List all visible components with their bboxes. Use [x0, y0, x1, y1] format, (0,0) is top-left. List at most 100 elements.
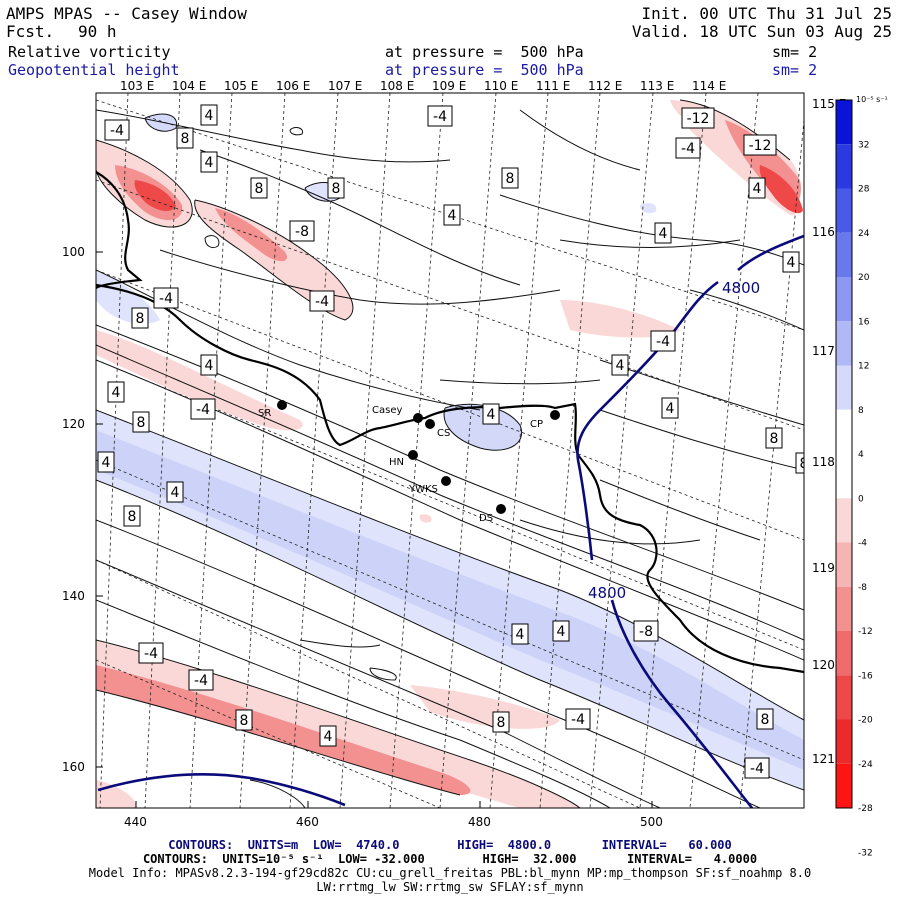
vorticity-label: 4: [97, 451, 115, 473]
colorbar-segment: [836, 631, 852, 676]
svg-text:4: 4: [516, 627, 525, 643]
svg-text:8: 8: [128, 509, 137, 525]
svg-text:-8: -8: [295, 224, 309, 240]
vorticity-label: -4: [427, 105, 453, 127]
station-cp: CP: [530, 410, 560, 430]
longitude-label: 109 E: [432, 79, 466, 93]
x-axis-label: 440: [124, 815, 147, 829]
y-axis-label: 120: [62, 417, 85, 431]
svg-text:-4: -4: [159, 291, 173, 307]
svg-text:8: 8: [332, 181, 341, 197]
svg-text:-12: -12: [687, 111, 710, 127]
svg-text:8: 8: [800, 456, 809, 472]
colorbar-tick-label: 16: [858, 317, 870, 327]
vorticity-label: -8: [289, 220, 315, 242]
colorbar-tick-label: -8: [858, 583, 867, 593]
colorbar-tick-label: 28: [858, 185, 870, 195]
x-axis-label: 500: [640, 815, 663, 829]
field2-smooth: sm= 2: [772, 61, 818, 79]
vorticity-label: -4: [650, 330, 676, 352]
field1-level: at pressure = 500 hPa: [385, 43, 584, 61]
svg-text:4: 4: [753, 181, 762, 197]
colorbar-segment: [836, 498, 852, 543]
svg-text:4: 4: [448, 208, 457, 224]
station-ywks: YWKS: [408, 476, 451, 495]
vorticity-label: 4: [319, 725, 337, 747]
colorbar-segment: [836, 542, 852, 587]
vorticity-label: 4: [748, 177, 766, 199]
svg-text:4: 4: [324, 729, 333, 745]
svg-text:-4: -4: [315, 294, 329, 310]
svg-text:HN: HN: [389, 457, 404, 468]
vorticity-label: 8: [123, 505, 141, 527]
colorbar-segment: [836, 321, 852, 366]
svg-text:YWKS: YWKS: [408, 484, 438, 495]
svg-text:4: 4: [112, 385, 121, 401]
longitude-label: 108 E: [380, 79, 414, 93]
svg-text:-4: -4: [681, 141, 695, 157]
colorbar-segment: [836, 719, 852, 764]
colorbar-segment: [836, 586, 852, 631]
field1-name: Relative vorticity: [8, 43, 171, 61]
colorbar-tick-label: -20: [858, 716, 873, 726]
field1-smooth: sm= 2: [772, 43, 818, 61]
vorticity-label: 8: [492, 711, 510, 733]
colorbar-segment: [836, 144, 852, 189]
forecast-value: 90 h: [78, 22, 117, 41]
svg-text:-4: -4: [433, 109, 447, 125]
svg-text:8: 8: [181, 131, 190, 147]
field2-level: at pressure = 500 hPa: [385, 61, 584, 79]
colorbar-tick-label: 4: [858, 450, 864, 460]
vorticity-label: 4: [200, 354, 218, 376]
vorticity-label: -4: [675, 137, 701, 159]
colorbar-tick-label: 20: [858, 273, 870, 283]
vorticity-label: 4: [654, 222, 672, 244]
field2-name: Geopotential height: [8, 61, 180, 79]
svg-text:4: 4: [557, 624, 566, 640]
svg-text:-4: -4: [144, 646, 158, 662]
svg-text:8: 8: [137, 415, 146, 431]
x-axis-label: 480: [468, 815, 491, 829]
colorbar-segment: [836, 763, 852, 808]
vorticity-label: 8: [176, 127, 194, 149]
y-axis-label: 100: [62, 245, 85, 259]
vorticity-label: -4: [138, 642, 164, 664]
colorbar-tick-label: -32: [858, 848, 873, 858]
vorticity-label: -8: [633, 620, 659, 642]
vorticity-label: 4: [443, 204, 461, 226]
vorticity-label: 4: [482, 403, 500, 425]
vorticity-label: -12: [743, 134, 777, 156]
longitude-label: 111 E: [536, 79, 570, 93]
svg-text:4: 4: [487, 407, 496, 423]
vorticity-contours: [96, 99, 804, 808]
longitude-label: 103 E: [120, 79, 154, 93]
vorticity-label: 8: [795, 452, 809, 474]
vorticity-label: 8: [235, 709, 253, 731]
station-cs: CS: [425, 419, 450, 439]
colorbar-segment: [836, 277, 852, 322]
model-info-2: LW:rrtmg_lw SW:rrtmg_sw SFLAY:sf_mynn: [316, 880, 584, 894]
svg-text:8: 8: [770, 431, 779, 447]
colorbar-tick-label: -4: [858, 539, 867, 549]
colorbar-tick-label: -12: [858, 627, 873, 637]
longitude-label: 114 E: [692, 79, 726, 93]
height-contours: [97, 234, 804, 808]
x-axis-label: 460: [296, 815, 319, 829]
svg-text:4: 4: [787, 255, 796, 271]
valid-time: Valid. 18 UTC Sun 03 Aug 25: [631, 22, 892, 41]
colorbar: 32 28 24 20 16 12 8 4 0 -4 -8 -12 -16 -20 -24 -28 -32: [835, 99, 873, 858]
plot-title: AMPS MPAS -- Casey Window: [6, 4, 247, 23]
svg-text:-12: -12: [749, 138, 772, 154]
vorticity-label: -4: [104, 119, 130, 141]
colorbar-unit: 10⁻⁵ s⁻¹: [856, 95, 888, 104]
colorbar-tick-label: -28: [858, 804, 873, 814]
height-label: 4800: [588, 584, 626, 602]
colorbar-segment: [836, 188, 852, 233]
model-info: Model Info: MPASv8.2.3-194-gf29cd82c CU:…: [88, 866, 812, 880]
svg-text:CP: CP: [530, 419, 543, 430]
vorticity-label: 4: [661, 397, 679, 419]
forecast-label: Fcst.: [6, 22, 55, 41]
colorbar-segment: [836, 232, 852, 277]
